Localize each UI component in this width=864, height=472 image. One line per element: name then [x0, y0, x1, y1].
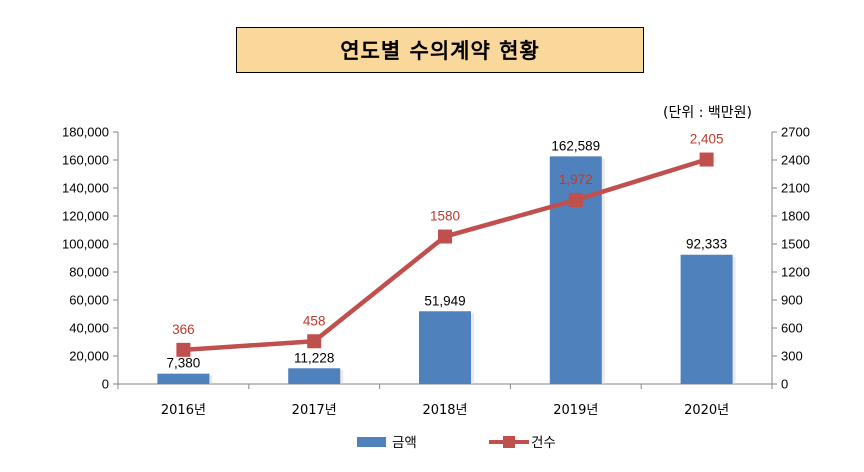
category-label: 2016년 — [161, 403, 206, 418]
line-value-label: 458 — [303, 313, 326, 328]
right-tick-label: 300 — [781, 349, 803, 364]
right-tick-label: 2700 — [781, 125, 810, 140]
line-value-label: 1,972 — [559, 172, 593, 187]
bar-value-label: 162,589 — [551, 138, 600, 153]
right-tick-label: 1800 — [781, 209, 810, 224]
line-marker — [438, 229, 452, 244]
bar-value-label: 51,949 — [424, 293, 465, 308]
category-label: 2017년 — [292, 403, 337, 418]
line-value-label: 2,405 — [690, 132, 724, 147]
right-tick-label: 1500 — [781, 237, 810, 252]
left-tick-label: 140,000 — [62, 181, 109, 196]
bar — [288, 368, 341, 384]
left-tick-label: 80,000 — [69, 265, 109, 280]
left-tick-label: 180,000 — [62, 125, 109, 140]
unit-label: (단위 : 백만원) — [663, 105, 752, 121]
left-tick-label: 160,000 — [62, 153, 109, 168]
right-tick-label: 900 — [781, 293, 803, 308]
category-label: 2019년 — [553, 403, 598, 418]
category-label: 2018년 — [422, 403, 467, 418]
legend-line-marker — [503, 436, 515, 448]
line-marker — [568, 192, 583, 207]
left-tick-label: 20,000 — [69, 349, 109, 364]
bar — [549, 156, 602, 384]
bar-value-label: 7,380 — [167, 356, 201, 371]
right-tick-label: 2400 — [781, 153, 810, 168]
chart-title: 연도별 수의계약 현황 — [236, 27, 644, 73]
legend-bar-label: 금액 — [392, 435, 417, 451]
left-tick-label: 120,000 — [62, 209, 109, 224]
bar — [680, 254, 733, 384]
legend-bar-swatch — [357, 437, 386, 447]
right-tick-label: 2100 — [781, 181, 810, 196]
line-marker — [307, 334, 322, 349]
line-value-label: 366 — [172, 322, 195, 337]
right-tick-label: 600 — [781, 321, 803, 336]
category-label: 2020년 — [684, 403, 729, 418]
line-marker — [176, 342, 191, 357]
bar-value-label: 92,333 — [686, 237, 727, 252]
line-marker — [699, 152, 714, 167]
legend-line-label: 건수 — [531, 435, 556, 451]
bar — [419, 311, 471, 384]
bar-value-label: 11,228 — [294, 350, 334, 365]
right-tick-label: 1200 — [781, 265, 810, 280]
left-tick-label: 100,000 — [62, 237, 109, 252]
right-tick-label: 0 — [781, 377, 788, 392]
left-tick-label: 0 — [102, 377, 109, 392]
left-tick-label: 40,000 — [69, 321, 109, 336]
bar — [157, 373, 210, 384]
left-tick-label: 60,000 — [69, 293, 109, 308]
line-value-label: 1580 — [430, 209, 460, 224]
